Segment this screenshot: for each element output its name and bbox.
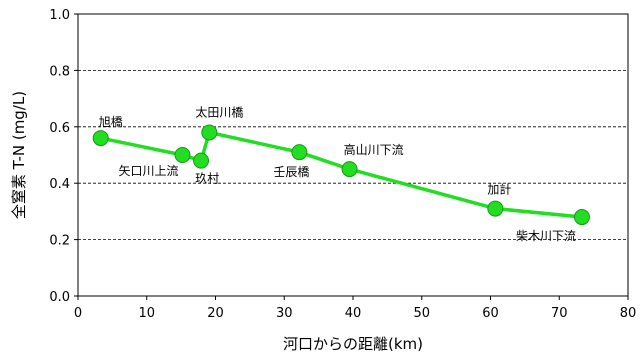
x-tick-label-1: 10 xyxy=(138,306,155,321)
point-label-0: 旭橋 xyxy=(99,115,123,129)
y-tick-label-3: 0.6 xyxy=(49,121,70,136)
y-tick-label-5: 1.0 xyxy=(49,8,70,23)
data-point-6 xyxy=(487,200,504,217)
gridlines xyxy=(78,70,628,241)
data-point-5 xyxy=(341,161,358,178)
y-tick-label-4: 0.8 xyxy=(49,64,70,79)
x-tick-label-5: 50 xyxy=(413,306,430,321)
y-axis-label: 全窒素 T-N (mg/L) xyxy=(10,91,28,219)
point-label-6: 加計 xyxy=(487,182,511,197)
point-label-3: 太田川橋 xyxy=(195,104,243,119)
x-ticks: 0 10 20 30 40 50 60 70 80 xyxy=(74,296,636,321)
y-tick-label-1: 0.2 xyxy=(49,234,70,249)
y-tick-label-2: 0.4 xyxy=(49,177,70,192)
x-tick-label-7: 70 xyxy=(551,306,568,321)
point-label-2: 玖村 xyxy=(195,172,219,186)
x-tick-label-4: 40 xyxy=(345,306,362,321)
x-axis-label: 河口からの距離(km) xyxy=(283,335,423,353)
data-point-2 xyxy=(193,152,210,169)
data-point-4 xyxy=(291,144,308,161)
point-label-1: 矢口川上流 xyxy=(119,164,179,178)
x-tick-label-3: 30 xyxy=(276,306,293,321)
y-tick-label-0: 0.0 xyxy=(49,290,70,305)
y-ticks: 0.0 0.2 0.4 0.6 0.8 1.0 xyxy=(49,8,78,305)
data-point-7 xyxy=(573,209,590,226)
data-point-1 xyxy=(174,147,191,163)
point-label-5: 高山川下流 xyxy=(344,142,404,157)
data-point-3 xyxy=(201,124,218,141)
point-label-4: 壬辰橋 xyxy=(273,165,309,179)
x-tick-label-0: 0 xyxy=(74,306,82,321)
data-point-0 xyxy=(92,130,109,147)
data-points xyxy=(92,124,590,226)
x-tick-label-2: 20 xyxy=(207,306,224,321)
x-tick-label-8: 80 xyxy=(620,306,637,321)
x-tick-label-6: 60 xyxy=(482,306,499,321)
point-label-7: 柴木川下流 xyxy=(516,229,576,243)
